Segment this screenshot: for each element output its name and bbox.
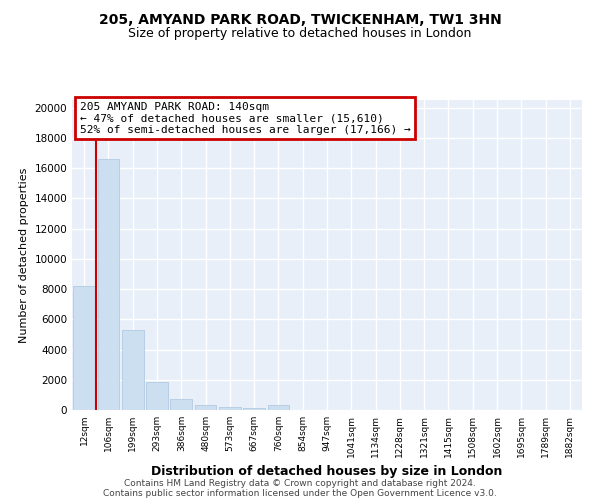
Bar [122, 330, 143, 410]
Bar [194, 406, 217, 410]
Text: Contains HM Land Registry data © Crown copyright and database right 2024.: Contains HM Land Registry data © Crown c… [124, 478, 476, 488]
Bar [268, 406, 289, 410]
Text: 205, AMYAND PARK ROAD, TWICKENHAM, TW1 3HN: 205, AMYAND PARK ROAD, TWICKENHAM, TW1 3… [98, 12, 502, 26]
Y-axis label: Number of detached properties: Number of detached properties [19, 168, 29, 342]
Text: 205 AMYAND PARK ROAD: 140sqm
← 47% of detached houses are smaller (15,610)
52% o: 205 AMYAND PARK ROAD: 140sqm ← 47% of de… [80, 102, 410, 134]
Bar [97, 159, 119, 410]
Text: Contains public sector information licensed under the Open Government Licence v3: Contains public sector information licen… [103, 488, 497, 498]
X-axis label: Distribution of detached houses by size in London: Distribution of detached houses by size … [151, 466, 503, 478]
Bar [219, 406, 241, 410]
Text: Size of property relative to detached houses in London: Size of property relative to detached ho… [128, 28, 472, 40]
Bar [170, 398, 192, 410]
Bar [243, 408, 265, 410]
Bar [73, 286, 95, 410]
Bar [146, 382, 168, 410]
